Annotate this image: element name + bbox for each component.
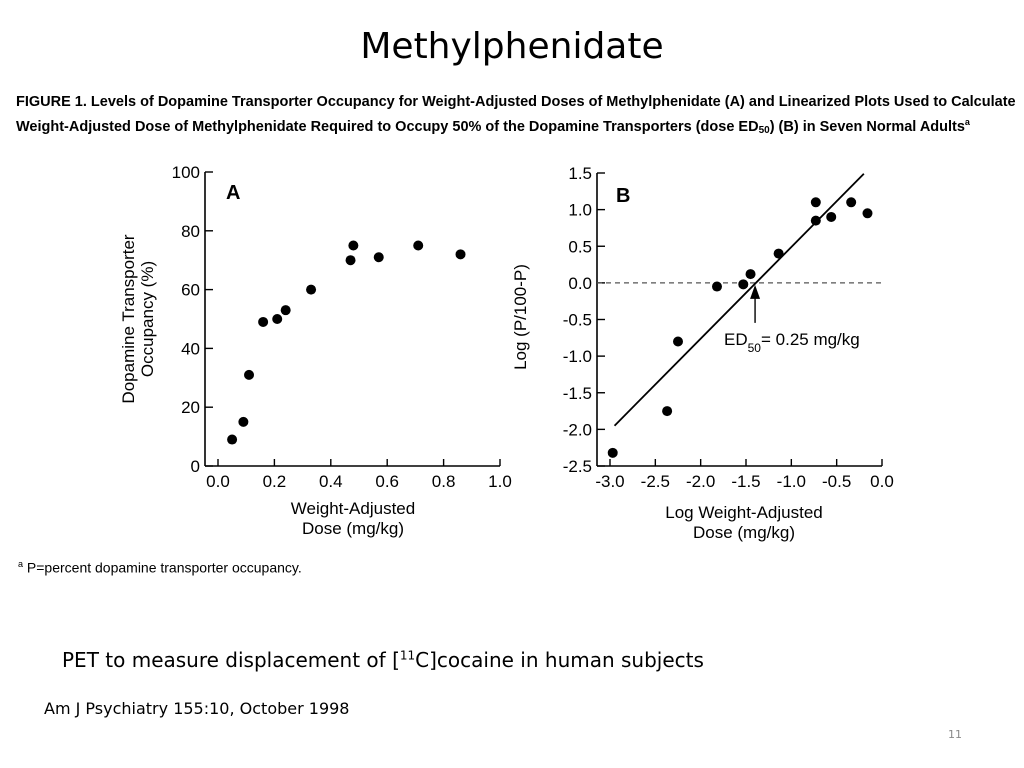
panel-a-data-point (227, 434, 238, 445)
panel-b-x-tick-label: -1.0 (777, 472, 806, 491)
panel-a-y-tick-label: 80 (181, 222, 200, 241)
pet-isotope-superscript: 11 (399, 648, 416, 663)
panel-b-data-point (810, 197, 821, 208)
figure-caption: FIGURE 1. Levels of Dopamine Transporter… (16, 92, 1016, 141)
panel-b-x-tick-label: -3.0 (595, 472, 624, 491)
caption-footnote-marker: a (964, 117, 970, 127)
panel-b-ed50-arrowhead (750, 284, 761, 299)
panel-a-x-tick-label: 0.4 (319, 472, 343, 491)
panel-b-x-tick-label: 0.0 (870, 472, 894, 491)
panel-a-data-point (272, 314, 283, 324)
panel-b-xlabel-line1: Log Weight-Adjusted (665, 503, 823, 522)
panel-a-x-tick-label: 0.8 (432, 472, 456, 491)
panel-b-y-tick-label: 1.0 (568, 201, 592, 220)
panel-a-ylabel-line1: Dopamine Transporter (119, 234, 138, 403)
panel-b-data-point (607, 447, 618, 458)
panel-b-ed50-ed: ED (724, 330, 748, 349)
panel-b-data-point (745, 269, 756, 280)
panel-b-data-point (826, 211, 837, 222)
panel-a-x-tick-label: 0.2 (263, 472, 287, 491)
panel-a-data-point (413, 240, 424, 251)
panel-b-ed50-annotation: ED50= 0.25 mg/kg (724, 330, 860, 355)
panel-b-y-tick-label: -1.5 (563, 384, 592, 403)
panel-a-y-tick-label: 0 (191, 457, 200, 476)
panel-b-y-ticks: 1.5 1.0 0.5 0.0 -0.5 -1.0 -1.5 -2.0 -2.5 (563, 164, 605, 476)
panel-a-y-tick-label: 100 (172, 163, 200, 182)
panel-a-y-tick-label: 40 (181, 339, 200, 358)
footnote-marker: a (18, 559, 24, 569)
pet-text-before: PET to measure displacement of [ (62, 648, 400, 672)
panel-b-y-tick-label: 0.0 (568, 274, 592, 293)
panel-b-data-point (846, 197, 857, 208)
panel-a-ylabel-line2: Occupancy (%) (138, 261, 157, 377)
panel-b-ylabel: Log (P/100-P) (511, 264, 530, 370)
slide-title: Methylphenidate (360, 26, 664, 67)
panel-a-data-point (345, 255, 356, 266)
panel-a-chart: 0 20 40 60 80 100 0.0 0.2 0.4 0.6 0.8 1.0 A Weight… (119, 163, 512, 538)
panel-b-ed50-value: = 0.25 mg/kg (761, 330, 860, 349)
panel-b-x-tick-label: -0.5 (822, 472, 851, 491)
panel-b-y-tick-label: 0.5 (568, 237, 592, 256)
panel-b-ed50-sub: 50 (748, 341, 762, 355)
caption-ed50-subscript: 50 (758, 124, 770, 136)
panel-b-x-tick-label: -2.5 (641, 472, 670, 491)
panel-a-x-tick-label: 0.0 (206, 472, 230, 491)
pet-description: PET to measure displacement of [11C]coca… (62, 648, 704, 672)
panel-b-x-tick-label: -1.5 (731, 472, 760, 491)
panel-a-data-point (348, 240, 359, 251)
citation: Am J Psychiatry 155:10, October 1998 (44, 699, 350, 718)
footnote-text: P=percent dopamine transporter occupancy… (26, 559, 302, 576)
pet-text-after: C]cocaine in human subjects (415, 648, 704, 672)
panel-b-x-tick-label: -2.0 (686, 472, 715, 491)
panel-b-data-point (673, 336, 683, 347)
figure-footnote: a P=percent dopamine transporter occupan… (18, 559, 302, 576)
panel-b-data-point (711, 281, 722, 292)
panel-a-data-point (455, 249, 466, 260)
panel-b-y-tick-label: -2.5 (563, 457, 592, 476)
panel-b-y-tick-label: -2.0 (563, 420, 592, 439)
slide-number: 11 (948, 728, 962, 741)
panel-b-y-tick-label: -0.5 (563, 311, 592, 330)
panel-b-data-point (862, 208, 873, 219)
panel-a-data-point (306, 284, 317, 295)
caption-end-text: ) (B) in Seven Normal Adults (769, 118, 965, 135)
panel-b-data-point (738, 279, 749, 290)
panel-a-xlabel-line1: Weight-Adjusted (291, 499, 415, 518)
panel-a-data-point (238, 416, 249, 427)
panel-b-label: B (616, 185, 630, 207)
panel-a-data-point (244, 369, 255, 380)
panel-b-y-tick-label: 1.5 (568, 164, 592, 183)
panel-b-x-ticks: -3.0 -2.5 -2.0 -1.5 -1.0 -0.5 0.0 (595, 459, 894, 491)
panel-a-label: A (226, 182, 240, 204)
panel-a-data-point (280, 305, 291, 316)
panel-a-data-point (373, 252, 384, 263)
panel-b-data-point (662, 406, 673, 417)
panel-b-y-tick-label: -1.0 (563, 347, 592, 366)
panel-a-x-tick-label: 0.6 (375, 472, 399, 491)
caption-main-text: FIGURE 1. Levels of Dopamine Transporter… (16, 94, 1016, 135)
panel-a-y-ticks: 0 20 40 60 80 100 (172, 163, 213, 476)
panel-b-data-point (810, 215, 821, 226)
panel-a-y-tick-label: 60 (181, 281, 200, 300)
panel-b-xlabel-line2: Dose (mg/kg) (693, 523, 795, 542)
panel-a-x-tick-label: 1.0 (488, 472, 512, 491)
panel-a-data-point (258, 316, 269, 327)
panel-a-x-ticks: 0.0 0.2 0.4 0.6 0.8 1.0 (205, 459, 512, 491)
panel-a-xlabel-line2: Dose (mg/kg) (302, 519, 404, 538)
panel-b-points (607, 197, 873, 458)
panel-b-chart: 1.51.00.50.0-0.5-1.0-1.5-2.0-2.5 -3.0 -2.… (511, 164, 894, 542)
panel-b-fit-line (613, 173, 865, 427)
panel-a-y-tick-label: 20 (181, 398, 200, 417)
panel-b-data-point (773, 248, 784, 259)
panel-a-points (227, 240, 466, 445)
